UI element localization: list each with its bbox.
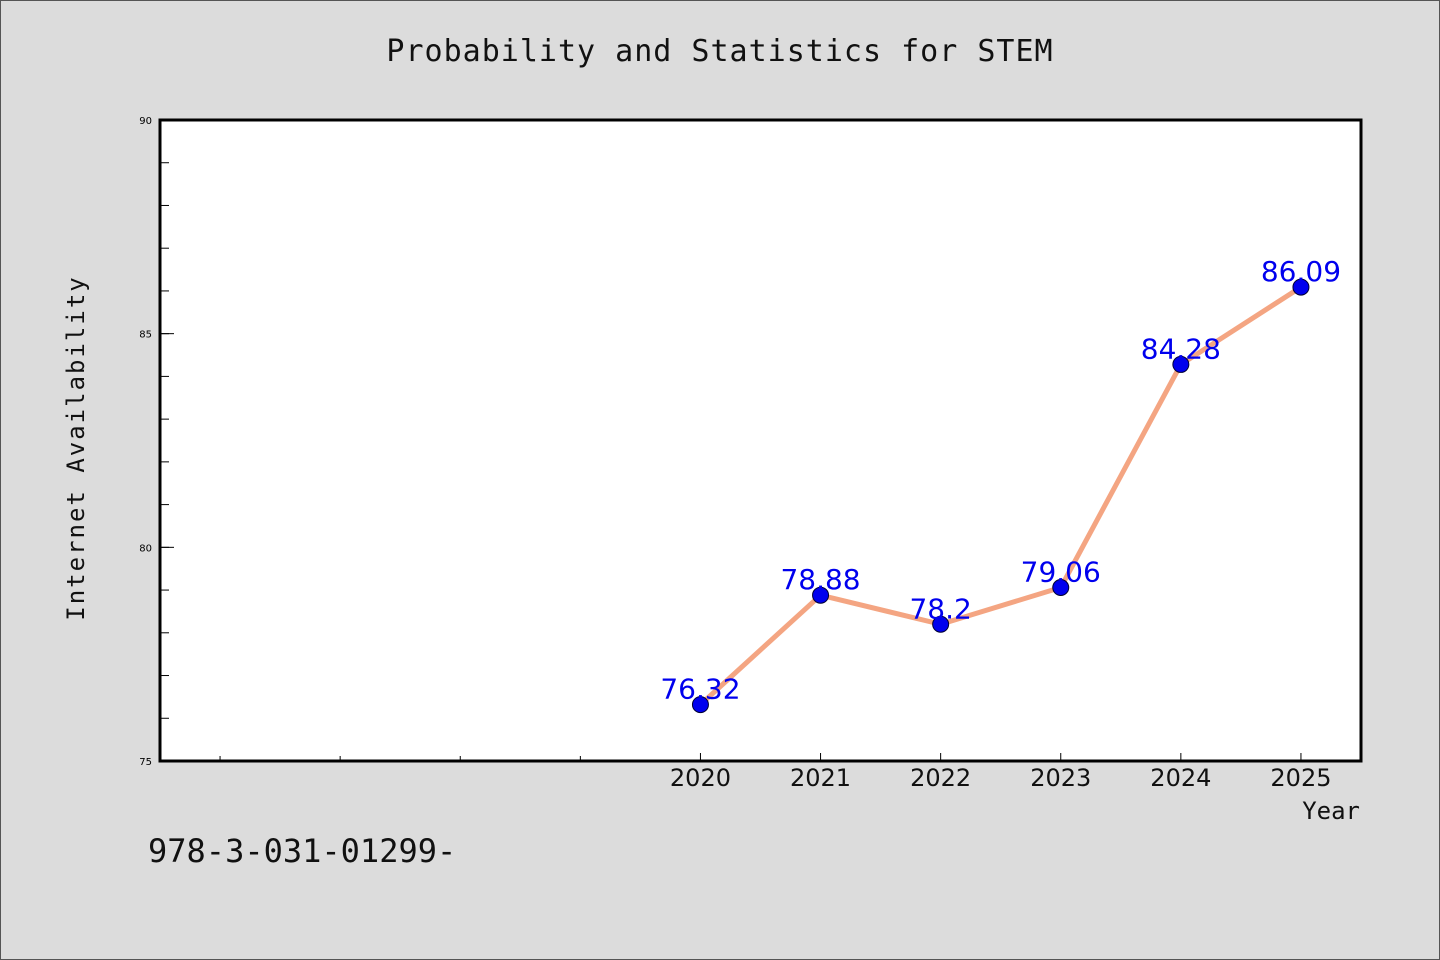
plot-border: [158, 118, 1363, 763]
x-tick-label: 2023: [1030, 764, 1091, 792]
x-tick-label: 2022: [910, 764, 971, 792]
data-label: 78.2: [909, 592, 971, 625]
x-axis-label: Year: [1302, 797, 1360, 825]
data-point: [691, 696, 709, 714]
y-tick-label: 90: [139, 116, 152, 127]
data-label: 76.32: [660, 673, 740, 706]
x-tick-label: 2021: [790, 764, 851, 792]
data-point: [812, 586, 830, 604]
y-tick-label: 75: [139, 757, 152, 768]
x-tick-label: 2020: [670, 764, 731, 792]
isbn-footnote: 978-3-031-01299-: [148, 832, 457, 870]
data-point: [932, 615, 950, 633]
data-label: 78.88: [780, 563, 860, 596]
y-tick-label: 85: [139, 330, 152, 341]
data-label: 79.06: [1021, 556, 1101, 589]
plot-area: [160, 120, 1361, 761]
chart-title: Probability and Statistics for STEM: [386, 34, 1054, 69]
x-tick-label: 2025: [1270, 764, 1331, 792]
y-tick-label: 80: [139, 543, 152, 554]
x-axis-ticks: 2020 2021 2022 2023 2024 2025: [670, 753, 1331, 792]
data-point: [1172, 355, 1190, 373]
data-point: [1292, 278, 1310, 296]
series-group: 76.32 78.88 78.2 79.06 84.28 86.09: [660, 255, 1341, 714]
x-tick-label: 2024: [1150, 764, 1211, 792]
data-label: 86.09: [1261, 255, 1341, 288]
series-line: [697, 284, 1304, 708]
data-label: 84.28: [1141, 332, 1221, 365]
data-point: [1052, 579, 1070, 597]
